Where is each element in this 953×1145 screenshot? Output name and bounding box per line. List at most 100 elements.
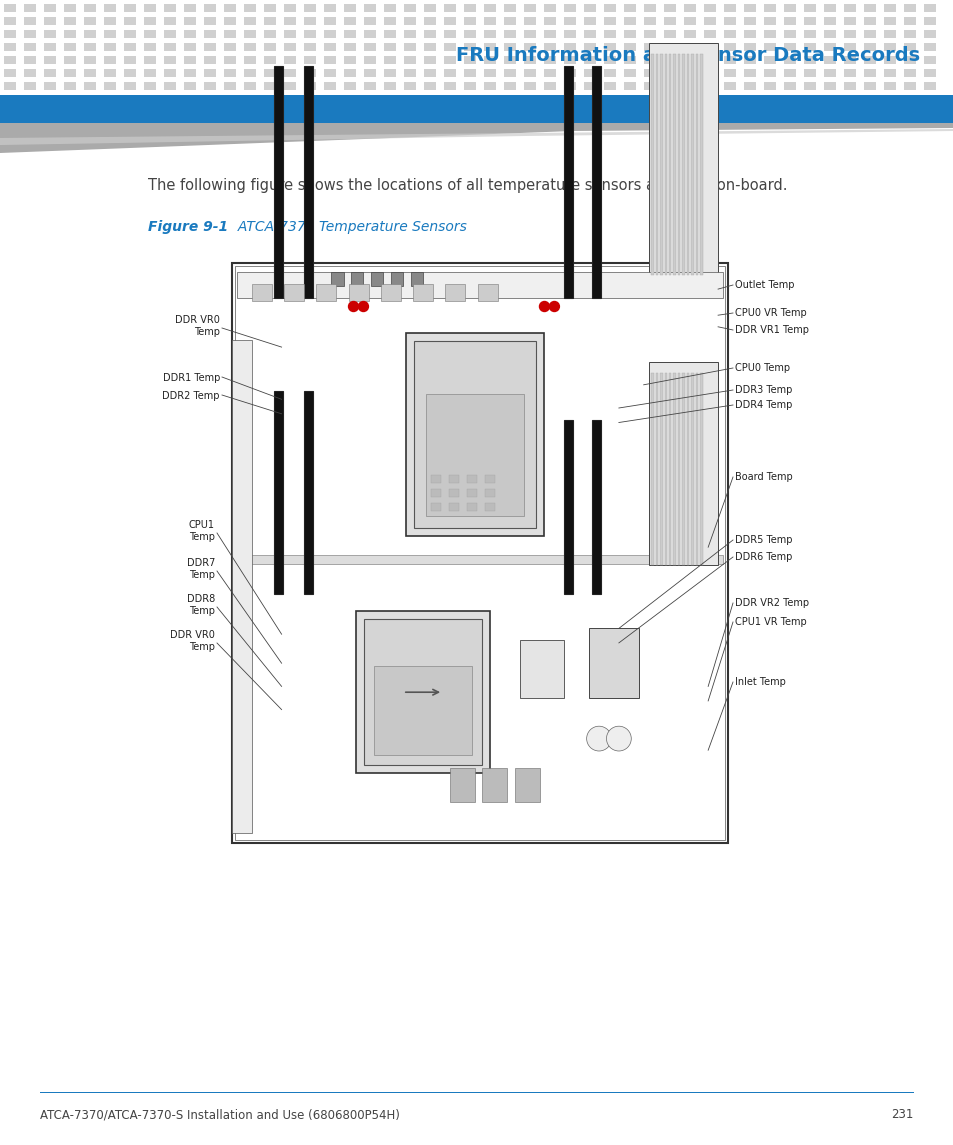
Bar [423, 3, 436, 11]
Bar [304, 3, 315, 11]
Bar [683, 82, 696, 90]
Bar [144, 56, 156, 64]
Bar [643, 82, 656, 90]
Bar [236, 271, 722, 298]
Bar [563, 82, 576, 90]
Bar [244, 44, 255, 52]
Bar [24, 82, 36, 90]
Bar [44, 69, 56, 77]
Bar [686, 373, 689, 564]
Bar [803, 3, 815, 11]
Bar [44, 56, 56, 64]
Bar [124, 69, 136, 77]
Bar [24, 44, 36, 52]
Circle shape [586, 726, 611, 751]
Bar [4, 3, 16, 11]
Bar [723, 44, 735, 52]
Bar [503, 3, 516, 11]
Bar [124, 44, 136, 52]
Bar [683, 44, 696, 52]
Bar [863, 44, 875, 52]
Bar [124, 56, 136, 64]
Bar [64, 69, 76, 77]
Bar [763, 3, 775, 11]
Bar [783, 17, 795, 25]
Bar [24, 30, 36, 38]
Bar [244, 69, 255, 77]
Bar [603, 56, 616, 64]
Bar [380, 284, 400, 301]
Bar [443, 44, 456, 52]
Bar [264, 69, 275, 77]
Bar [144, 44, 156, 52]
Bar [723, 69, 735, 77]
Bar [403, 44, 416, 52]
Bar [543, 17, 556, 25]
Bar [304, 390, 313, 593]
Bar [564, 65, 573, 298]
Bar [668, 373, 671, 564]
Bar [843, 3, 855, 11]
Bar [783, 3, 795, 11]
Bar [184, 56, 195, 64]
Bar [686, 54, 689, 275]
Bar [678, 373, 679, 564]
Bar [84, 69, 96, 77]
Bar [655, 373, 658, 564]
Bar [823, 17, 835, 25]
Bar [484, 489, 494, 497]
Bar [164, 3, 175, 11]
Bar [104, 69, 116, 77]
Text: DDR1 Temp: DDR1 Temp [162, 373, 220, 382]
Bar [425, 394, 524, 515]
Bar [883, 56, 895, 64]
Bar [503, 56, 516, 64]
Text: FRU Information and Sensor Data Records: FRU Information and Sensor Data Records [456, 46, 919, 64]
Bar [683, 30, 696, 38]
Text: ATCA-7370/ATCA-7370-S Installation and Use (6806800P54H): ATCA-7370/ATCA-7370-S Installation and U… [40, 1108, 399, 1121]
Bar [763, 56, 775, 64]
Bar [224, 44, 235, 52]
Text: Outlet Temp: Outlet Temp [734, 281, 794, 290]
Bar [843, 82, 855, 90]
Bar [264, 82, 275, 90]
Bar [723, 17, 735, 25]
Bar [723, 56, 735, 64]
Text: Figure 9-1: Figure 9-1 [148, 220, 228, 234]
Bar [903, 3, 915, 11]
Bar [683, 3, 696, 11]
Bar [44, 44, 56, 52]
Bar [503, 44, 516, 52]
Bar [84, 44, 96, 52]
Bar [344, 17, 355, 25]
Bar [583, 44, 596, 52]
Bar [583, 56, 596, 64]
Bar [84, 82, 96, 90]
Bar [651, 54, 653, 275]
Bar [284, 56, 295, 64]
Bar [623, 44, 636, 52]
Bar [591, 65, 599, 298]
Bar [264, 17, 275, 25]
Bar [663, 30, 676, 38]
Bar [477, 284, 497, 301]
Bar [903, 56, 915, 64]
Bar [503, 82, 516, 90]
Bar [863, 30, 875, 38]
Bar [351, 271, 363, 286]
Bar [0, 95, 953, 123]
Bar [463, 30, 476, 38]
Bar [651, 373, 653, 564]
Bar [124, 30, 136, 38]
Circle shape [549, 301, 558, 311]
Bar [4, 69, 16, 77]
Bar [4, 44, 16, 52]
Bar [503, 69, 516, 77]
Bar [284, 44, 295, 52]
Bar [763, 44, 775, 52]
Bar [523, 30, 536, 38]
Bar [232, 340, 252, 834]
Bar [523, 82, 536, 90]
Bar [673, 54, 676, 275]
Bar [164, 30, 175, 38]
